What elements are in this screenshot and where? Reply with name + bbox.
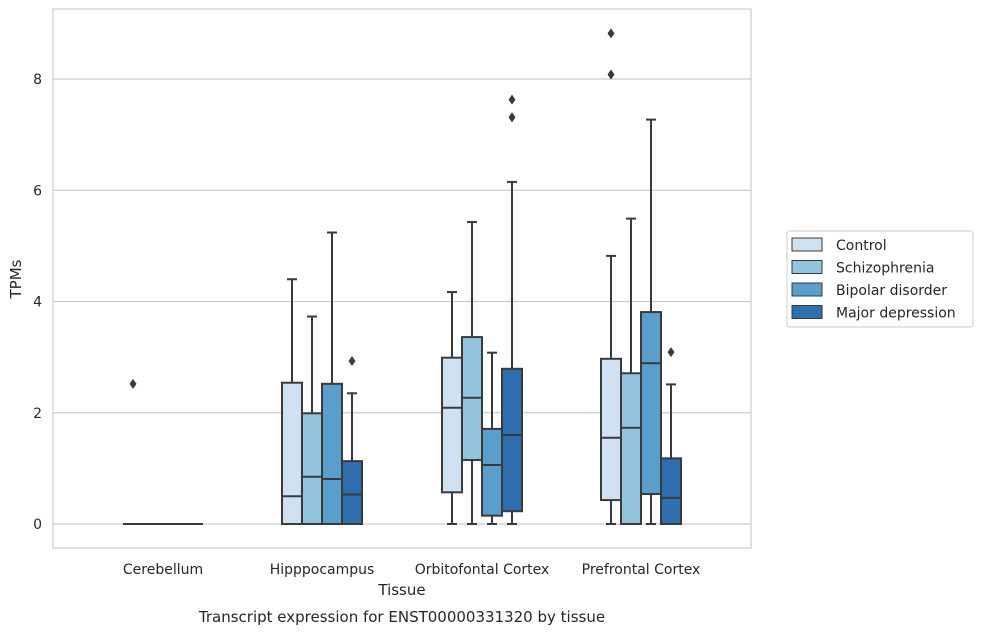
box [461, 220, 483, 525]
legend-swatch [791, 282, 823, 297]
x-tick-labels: Cerebellum Hipppocampus Orbitofontal Corte… [123, 562, 700, 578]
box-iqr [441, 356, 463, 494]
y-tick-label: 6 [33, 183, 42, 199]
box [441, 291, 463, 525]
legend: Control Schizophrenia Bipolar disorder Majo… [786, 230, 974, 328]
y-tick-labels: 0 2 4 6 8 [33, 72, 42, 533]
box [660, 347, 682, 525]
box-iqr [281, 381, 303, 525]
outlier-point [607, 69, 615, 80]
x-tick-label: Prefrontal Cortex [582, 562, 701, 578]
x-tick-label: Hipppocampus [270, 562, 375, 578]
outlier-point [508, 94, 516, 105]
box [341, 356, 363, 525]
legend-swatch [791, 237, 823, 252]
legend-item: Control [791, 237, 887, 254]
x-tick-label: Cerebellum [123, 562, 203, 578]
box [321, 231, 343, 526]
outlier-point [607, 28, 615, 39]
x-axis-title: Tissue [377, 581, 425, 599]
y-axis-title: TPMs [7, 259, 25, 299]
outlier-point [348, 356, 356, 367]
box-iqr [301, 412, 323, 525]
box-iqr [341, 460, 363, 525]
box [123, 378, 143, 525]
legend-item: Major depression [791, 305, 956, 322]
box-series [123, 28, 682, 526]
outlier-point [667, 347, 675, 358]
box-iqr [481, 427, 503, 517]
series-major-depression [183, 94, 682, 525]
outlier-point [129, 378, 137, 389]
series-schizophrenia [143, 217, 642, 525]
series-bipolar-disorder [163, 118, 662, 526]
box-iqr [600, 357, 622, 502]
legend-label: Schizophrenia [836, 261, 934, 277]
box-iqr [640, 311, 662, 495]
box [640, 118, 662, 525]
legend-swatch [791, 305, 823, 319]
legend-label: Bipolar disorder [836, 283, 947, 299]
box [501, 94, 523, 525]
box [620, 217, 642, 525]
y-tick-label: 0 [33, 517, 42, 533]
y-tick-label: 8 [33, 72, 42, 88]
box [301, 315, 323, 525]
y-tick-label: 2 [33, 406, 42, 422]
legend-label: Major depression [836, 306, 956, 322]
box-iqr [321, 382, 343, 526]
legend-label: Control [836, 238, 887, 254]
box [600, 28, 622, 525]
box-iqr [620, 372, 642, 525]
plot-frame [52, 8, 752, 549]
legend-frame [786, 230, 974, 328]
chart-caption: Transcript expression for ENST0000033132… [198, 608, 605, 626]
legend-item: Schizophrenia [791, 260, 934, 277]
legend-swatch [791, 260, 823, 274]
y-tick-label: 4 [33, 295, 42, 311]
series-control [123, 28, 622, 525]
box [281, 278, 303, 525]
box [481, 351, 503, 525]
x-tick-label: Orbitofontal Cortex [415, 562, 550, 578]
outlier-point [508, 112, 516, 123]
box-iqr [660, 457, 682, 525]
box-iqr [501, 367, 523, 513]
legend-item: Bipolar disorder [791, 282, 947, 299]
